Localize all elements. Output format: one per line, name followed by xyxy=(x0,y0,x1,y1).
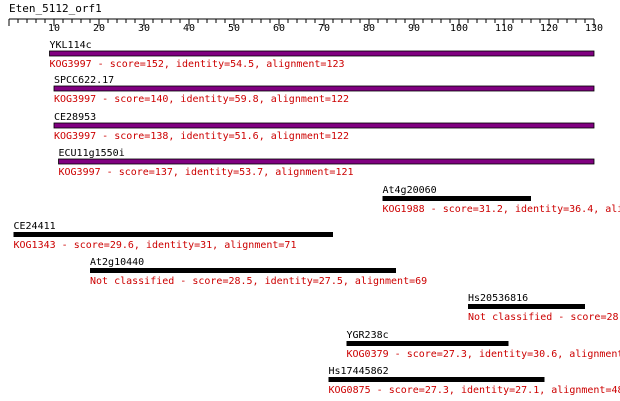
hit-bar[interactable] xyxy=(49,50,595,57)
hit-bar[interactable] xyxy=(90,268,396,273)
axis-tick-label: 130 xyxy=(585,23,603,34)
hit-name: YKL114c xyxy=(50,40,92,51)
hit-row[interactable]: CE28953 KOG3997 - score=138, identity=51.… xyxy=(53,112,595,142)
query-title: Eten_5112_orf1 xyxy=(9,2,102,15)
axis-tick-label: 60 xyxy=(273,23,285,34)
hit-annotation[interactable]: KOG1988 - score=31.2, identity=36.4, ali… xyxy=(383,204,620,215)
hit-bar[interactable] xyxy=(382,196,532,201)
hit-annotation[interactable]: KOG3997 - score=137, identity=53.7, alig… xyxy=(59,167,354,178)
hit-name: Hs20536816 xyxy=(468,293,528,304)
axis-tick-label: 30 xyxy=(138,23,150,34)
hit-annotation[interactable]: Not classified - score=28.5, identity=27… xyxy=(90,276,427,287)
axis-tick-label: 50 xyxy=(228,23,240,34)
hit-bar[interactable] xyxy=(53,122,595,129)
hit-bar[interactable] xyxy=(328,377,545,382)
hit-row[interactable]: At4g20060 KOG1988 - score=31.2, identity=… xyxy=(382,185,620,215)
hit-row[interactable]: SPCC622.17 KOG3997 - score=140, identity=… xyxy=(53,75,595,105)
hit-row[interactable]: Hs20536816 Not classified - score=28 xyxy=(468,293,619,323)
hit-name: At2g10440 xyxy=(90,257,144,268)
hit-list: YKL114c KOG3997 - score=152, identity=54.… xyxy=(13,40,620,396)
hit-bar[interactable] xyxy=(346,341,509,346)
hit-name: At4g20060 xyxy=(383,185,437,196)
hit-annotation[interactable]: KOG0875 - score=27.3, identity=27.1, ali… xyxy=(329,385,620,396)
hit-annotation[interactable]: KOG0379 - score=27.3, identity=30.6, ali… xyxy=(347,349,620,360)
hit-annotation[interactable]: KOG3997 - score=152, identity=54.5, alig… xyxy=(50,59,345,70)
hit-bar[interactable] xyxy=(53,85,595,92)
hit-row[interactable]: Hs17445862 KOG0875 - score=27.3, identity… xyxy=(328,366,620,396)
hit-row[interactable]: CE24411 KOG1343 - score=29.6, identity=31… xyxy=(13,221,334,251)
hit-name: CE28953 xyxy=(54,112,96,123)
hit-annotation[interactable]: KOG3997 - score=138, identity=51.6, alig… xyxy=(54,131,349,142)
hit-row[interactable]: YKL114c KOG3997 - score=152, identity=54.… xyxy=(49,40,595,70)
hit-name: SPCC622.17 xyxy=(54,75,114,86)
hit-annotation[interactable]: KOG3997 - score=140, identity=59.8, alig… xyxy=(54,94,349,105)
axis-tick-label: 80 xyxy=(363,23,375,34)
hit-bar[interactable] xyxy=(13,232,334,237)
axis-tick-label: 70 xyxy=(318,23,330,34)
hit-bar[interactable] xyxy=(58,158,595,165)
hit-row[interactable]: ECU11g1550i KOG3997 - score=137, identity… xyxy=(58,148,595,178)
hit-annotation[interactable]: Not classified - score=28 xyxy=(468,312,619,323)
axis-tick-label: 90 xyxy=(408,23,420,34)
hit-row[interactable]: YGR238c KOG0379 - score=27.3, identity=30… xyxy=(346,330,620,360)
hit-name: YGR238c xyxy=(347,330,389,341)
axis-tick-label: 120 xyxy=(540,23,558,34)
axis-tick-label: 100 xyxy=(450,23,468,34)
axis-tick-label: 40 xyxy=(183,23,195,34)
hit-name: ECU11g1550i xyxy=(59,148,125,159)
sequence-axis: 10 20 30 40 50 60 70 80 90 100 110 120 130 xyxy=(8,18,603,34)
axis-tick-label: 110 xyxy=(495,23,513,34)
hit-name: Hs17445862 xyxy=(329,366,389,377)
hit-annotation[interactable]: KOG1343 - score=29.6, identity=31, align… xyxy=(14,240,297,251)
axis-tick-label: 10 xyxy=(48,23,60,34)
hit-bar[interactable] xyxy=(468,304,585,309)
hit-row[interactable]: At2g10440 Not classified - score=28.5, id… xyxy=(90,257,427,287)
hit-name: CE24411 xyxy=(14,221,56,232)
axis-tick-label: 20 xyxy=(93,23,105,34)
